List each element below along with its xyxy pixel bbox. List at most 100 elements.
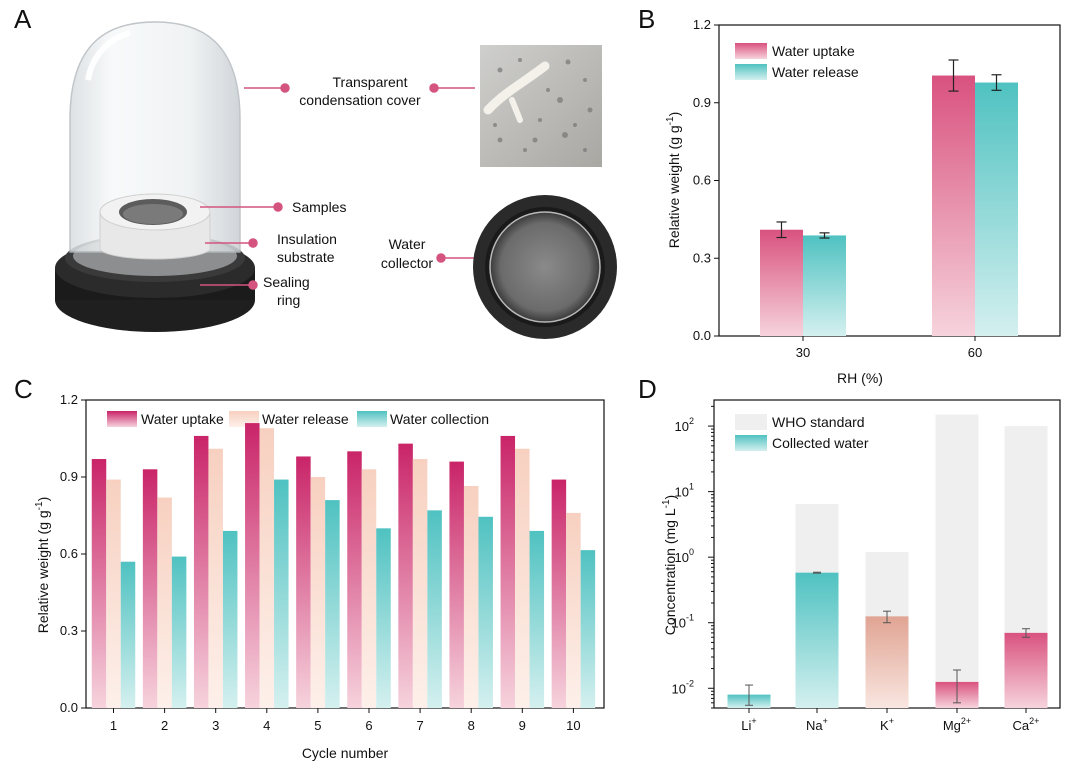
label-cover-2: condensation cover <box>299 92 421 108</box>
label-insulation-2: substrate <box>277 249 335 265</box>
bar-c-release-3 <box>208 448 223 708</box>
bar-c-uptake-2 <box>142 469 158 708</box>
y-tick-label-d-0: 100 <box>675 547 694 565</box>
x-tick-label-c-10: 10 <box>566 718 580 733</box>
y-tick-label-d--2: 10-2 <box>672 678 694 696</box>
condensation-photo <box>480 45 602 167</box>
y-tick-label-c-0.0: 0.0 <box>60 700 78 715</box>
label-insulation: Insulation <box>277 231 337 247</box>
y-tick-label-b-1.2: 1.2 <box>693 17 711 32</box>
bar-b-uptake-30 <box>760 229 803 336</box>
water-collector-photo <box>473 195 617 339</box>
bar-c-uptake-3 <box>193 435 209 708</box>
legend-b-uptake: Water uptake <box>772 43 855 59</box>
panel-letter-a: A <box>14 4 32 34</box>
bar-c-collection-4 <box>274 479 289 708</box>
bar-c-collection-1 <box>120 561 136 708</box>
x-tick-label-b-60: 60 <box>968 345 982 360</box>
bar-d-collected-K+ <box>865 616 909 708</box>
glass-dome-icon <box>55 21 255 332</box>
x-tick-label-b-30: 30 <box>796 345 810 360</box>
bar-c-collection-5 <box>325 500 340 708</box>
legend-swatch-d-who <box>735 414 767 430</box>
bar-c-release-6 <box>361 469 377 708</box>
bar-b-release-60 <box>975 82 1018 336</box>
label-sealing: Sealing <box>263 274 310 290</box>
bar-c-release-2 <box>157 497 172 708</box>
bar-c-collection-8 <box>478 516 493 708</box>
x-tick-label-c-2: 2 <box>161 718 168 733</box>
bar-c-uptake-7 <box>398 443 413 708</box>
x-tick-label-d-3: Mg2+ <box>943 716 971 733</box>
bar-c-collection-9 <box>529 530 545 708</box>
c-xlabel: Cycle number <box>302 745 389 761</box>
legend-swatch-b-release <box>735 64 767 80</box>
y-tick-label-c-1.2: 1.2 <box>60 392 78 407</box>
y-tick-label-d-1: 101 <box>675 482 694 500</box>
x-tick-label-d-0: Li+ <box>741 716 756 733</box>
x-tick-label-c-1: 1 <box>110 718 117 733</box>
label-sealing-2: ring <box>277 292 300 308</box>
panel-letter-d: D <box>638 374 657 404</box>
y-tick-label-b-0.6: 0.6 <box>693 173 711 188</box>
bar-c-release-9 <box>515 448 530 708</box>
bar-b-release-30 <box>803 235 846 336</box>
legend-d-who: WHO standard <box>772 414 865 430</box>
bar-c-collection-6 <box>376 528 391 708</box>
bar-c-release-8 <box>463 485 479 708</box>
x-tick-label-c-5: 5 <box>314 718 321 733</box>
y-tick-label-c-0.9: 0.9 <box>60 469 78 484</box>
panel-letter-b: B <box>638 4 655 34</box>
label-collector: Water <box>389 236 426 252</box>
bar-c-release-10 <box>566 512 581 708</box>
bar-c-release-4 <box>259 428 275 708</box>
bar-c-uptake-4 <box>245 423 260 708</box>
bar-c-release-7 <box>412 459 428 708</box>
legend-swatch-c-release <box>229 411 259 427</box>
bar-b-uptake-60 <box>932 75 975 336</box>
legend-c-uptake: Water uptake <box>141 411 224 427</box>
x-tick-label-d-4: Ca2+ <box>1013 716 1040 733</box>
legend-c-release: Water release <box>262 411 349 427</box>
d-ylabel: Concentration (mg L-1) <box>661 495 678 635</box>
bar-d-who-Mg2+ <box>935 414 979 708</box>
label-samples: Samples <box>292 199 346 215</box>
chart-d: Li+ Na+ K+ Mg2+ Ca2+ 10-2 10-1 100 101 102 <box>672 399 1061 733</box>
bar-c-collection-10 <box>580 550 596 708</box>
samples-icon <box>99 193 211 260</box>
legend-c-collection: Water collection <box>390 411 489 427</box>
panel-letter-c: C <box>14 374 33 404</box>
y-tick-label-c-0.3: 0.3 <box>60 623 78 638</box>
y-tick-label-b-0.0: 0.0 <box>693 328 711 343</box>
chart-b: 30 60 0.0 0.3 0.6 0.9 1.2 <box>693 17 1061 360</box>
legend-swatch-d-collected <box>735 435 767 451</box>
bar-d-collected-Ca2+ <box>1004 632 1048 708</box>
bar-c-uptake-9 <box>500 435 516 708</box>
y-tick-label-b-0.3: 0.3 <box>693 250 711 265</box>
bar-d-collected-Na+ <box>795 572 839 708</box>
x-tick-label-d-2: K+ <box>880 716 894 733</box>
callout-lines <box>200 83 490 290</box>
bar-c-uptake-5 <box>296 456 311 708</box>
chart-c: 1 2 3 4 5 6 7 8 9 10 0.0 0.3 0.6 0.9 1.2 <box>60 392 605 733</box>
legend-d-collected: Collected water <box>772 435 869 451</box>
x-tick-label-c-6: 6 <box>365 718 372 733</box>
legend-b-release: Water release <box>772 64 859 80</box>
x-tick-label-c-9: 9 <box>519 718 526 733</box>
bar-c-collection-7 <box>427 510 442 708</box>
c-ylabel: Relative weight (g g-1) <box>34 497 51 634</box>
bar-c-uptake-8 <box>449 461 464 708</box>
bar-c-release-1 <box>106 479 121 708</box>
legend-swatch-c-uptake <box>107 411 137 427</box>
bar-c-collection-2 <box>171 556 187 708</box>
bar-c-uptake-6 <box>347 451 362 708</box>
label-collector-2: collector <box>381 255 433 271</box>
bar-c-release-5 <box>310 477 326 708</box>
b-ylabel: Relative weight (g g-1) <box>665 112 682 249</box>
legend-swatch-b-uptake <box>735 43 767 59</box>
x-tick-label-c-8: 8 <box>468 718 475 733</box>
b-xlabel: RH (%) <box>837 370 883 386</box>
y-tick-label-d-2: 102 <box>675 416 694 434</box>
bar-c-uptake-10 <box>551 479 567 708</box>
